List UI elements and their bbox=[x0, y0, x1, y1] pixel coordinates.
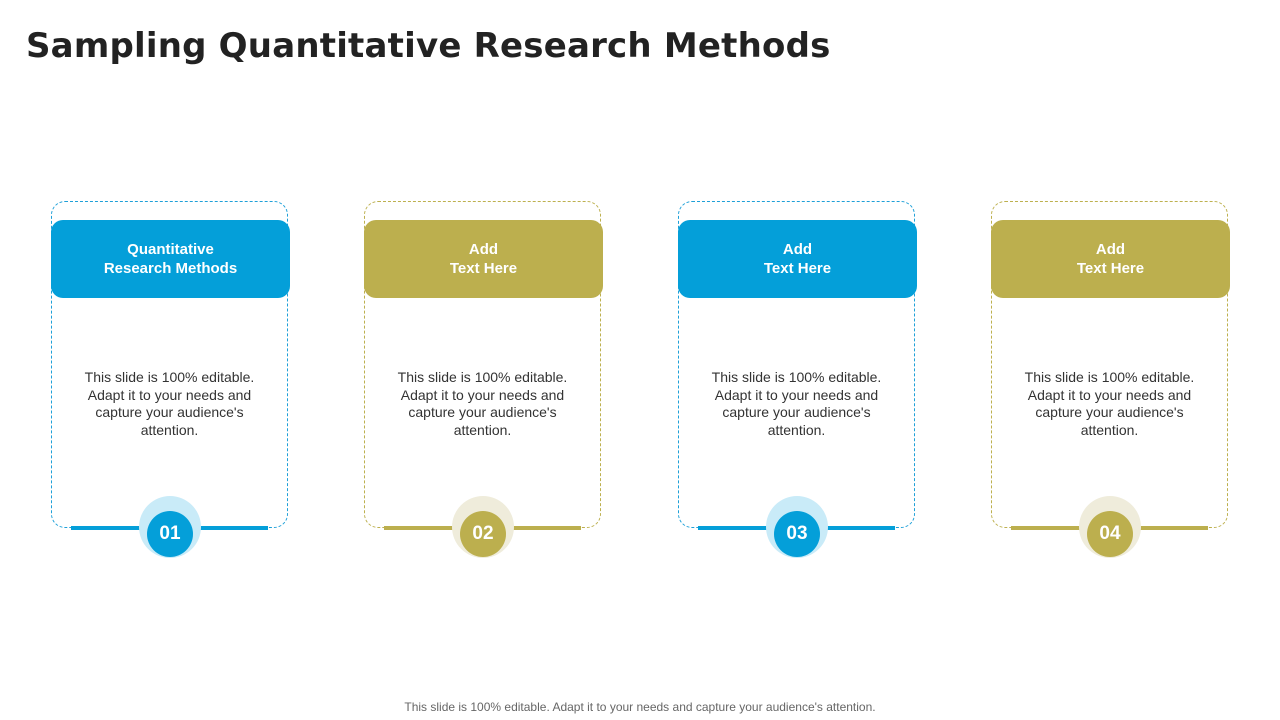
card-body-text: This slide is 100% editable. Adapt it to… bbox=[711, 369, 882, 438]
step-card-1: Quantitative Research Methods This slide… bbox=[51, 201, 290, 561]
number-badge: 04 bbox=[1087, 511, 1133, 557]
card-header: Add Text Here bbox=[678, 220, 917, 298]
card-body-text: This slide is 100% editable. Adapt it to… bbox=[397, 369, 568, 438]
footer-note: This slide is 100% editable. Adapt it to… bbox=[404, 700, 876, 714]
slide-title: Sampling Quantitative Research Methods bbox=[26, 26, 831, 66]
step-card-2: Add Text Here This slide is 100% editabl… bbox=[364, 201, 603, 561]
number-badge: 03 bbox=[774, 511, 820, 557]
card-header: Quantitative Research Methods bbox=[51, 220, 290, 298]
card-body-text: This slide is 100% editable. Adapt it to… bbox=[1024, 369, 1195, 438]
card-header: Add Text Here bbox=[364, 220, 603, 298]
step-card-3: Add Text Here This slide is 100% editabl… bbox=[678, 201, 917, 561]
number-badge: 02 bbox=[460, 511, 506, 557]
number-badge: 01 bbox=[147, 511, 193, 557]
card-body-text: This slide is 100% editable. Adapt it to… bbox=[84, 369, 255, 438]
step-card-4: Add Text Here This slide is 100% editabl… bbox=[991, 201, 1230, 561]
card-header: Add Text Here bbox=[991, 220, 1230, 298]
